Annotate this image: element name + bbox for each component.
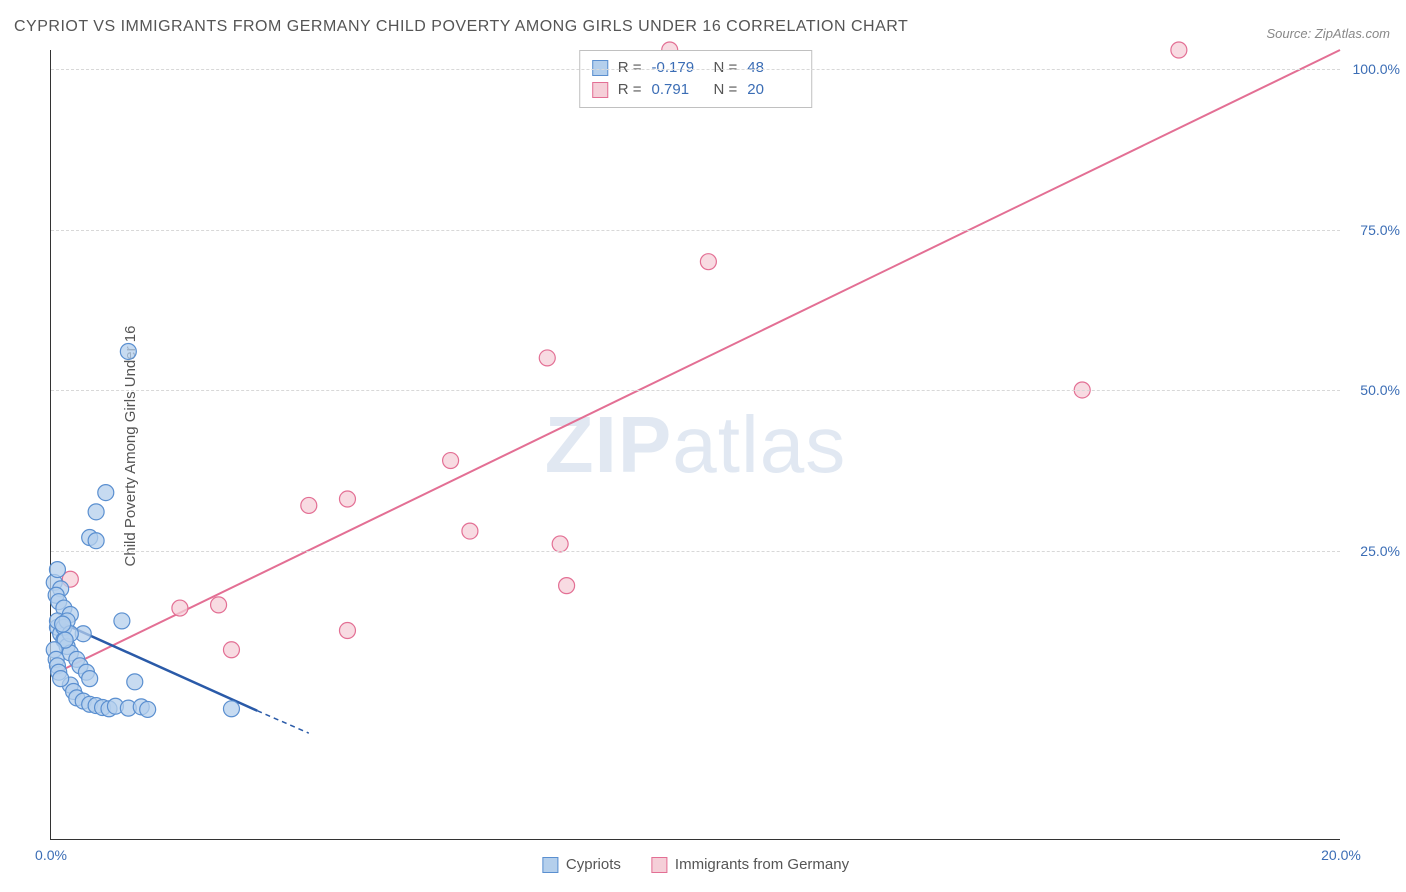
plot-svg bbox=[51, 50, 1340, 839]
data-point bbox=[1171, 42, 1187, 58]
data-point bbox=[339, 623, 355, 639]
data-point bbox=[98, 485, 114, 501]
stats-legend: R = -0.179 N = 48 R = 0.791 N = 20 bbox=[579, 50, 813, 108]
r-label: R = bbox=[618, 79, 642, 101]
n-value-b: 20 bbox=[747, 79, 799, 101]
source-label: Source: ZipAtlas.com bbox=[1266, 26, 1390, 41]
y-tick-label: 75.0% bbox=[1350, 222, 1400, 238]
data-point bbox=[211, 597, 227, 613]
bottom-legend: Cypriots Immigrants from Germany bbox=[542, 856, 849, 873]
chart-container: CYPRIOT VS IMMIGRANTS FROM GERMANY CHILD… bbox=[0, 0, 1406, 892]
chart-title: CYPRIOT VS IMMIGRANTS FROM GERMANY CHILD… bbox=[14, 18, 908, 36]
r-label: R = bbox=[618, 57, 642, 79]
legend-label-a: Cypriots bbox=[566, 856, 621, 873]
gridline bbox=[51, 551, 1340, 552]
n-label: N = bbox=[714, 79, 738, 101]
data-point bbox=[114, 613, 130, 629]
x-tick-label: 0.0% bbox=[35, 847, 67, 863]
n-value-a: 48 bbox=[747, 57, 799, 79]
data-point bbox=[559, 578, 575, 594]
r-value-a: -0.179 bbox=[652, 57, 704, 79]
r-value-b: 0.791 bbox=[652, 79, 704, 101]
data-point bbox=[462, 523, 478, 539]
legend-item-a: Cypriots bbox=[542, 856, 621, 873]
data-point bbox=[53, 671, 69, 687]
legend-label-b: Immigrants from Germany bbox=[675, 856, 849, 873]
swatch-a-icon bbox=[592, 60, 608, 76]
data-point bbox=[55, 616, 71, 632]
swatch-b-icon bbox=[651, 857, 667, 873]
n-label: N = bbox=[714, 57, 738, 79]
data-point bbox=[82, 671, 98, 687]
swatch-a-icon bbox=[542, 857, 558, 873]
data-point bbox=[140, 701, 156, 717]
gridline bbox=[51, 69, 1340, 70]
y-tick-label: 50.0% bbox=[1350, 382, 1400, 398]
x-tick-label: 20.0% bbox=[1321, 847, 1361, 863]
data-point bbox=[539, 350, 555, 366]
y-tick-label: 25.0% bbox=[1350, 543, 1400, 559]
stats-row-b: R = 0.791 N = 20 bbox=[592, 79, 800, 101]
data-point bbox=[339, 491, 355, 507]
data-point bbox=[301, 497, 317, 513]
data-point bbox=[88, 504, 104, 520]
gridline bbox=[51, 230, 1340, 231]
gridline bbox=[51, 390, 1340, 391]
data-point bbox=[172, 600, 188, 616]
data-point bbox=[88, 533, 104, 549]
trend-line bbox=[257, 711, 309, 733]
legend-item-b: Immigrants from Germany bbox=[651, 856, 849, 873]
data-point bbox=[223, 642, 239, 658]
data-point bbox=[443, 453, 459, 469]
trend-line bbox=[57, 50, 1340, 672]
data-point bbox=[552, 536, 568, 552]
data-point bbox=[127, 674, 143, 690]
data-point bbox=[700, 254, 716, 270]
data-point bbox=[49, 562, 65, 578]
data-point bbox=[223, 701, 239, 717]
stats-row-a: R = -0.179 N = 48 bbox=[592, 57, 800, 79]
plot-area: ZIPatlas R = -0.179 N = 48 R = 0.791 N =… bbox=[50, 50, 1340, 840]
swatch-b-icon bbox=[592, 82, 608, 98]
data-point bbox=[120, 343, 136, 359]
y-tick-label: 100.0% bbox=[1350, 61, 1400, 77]
